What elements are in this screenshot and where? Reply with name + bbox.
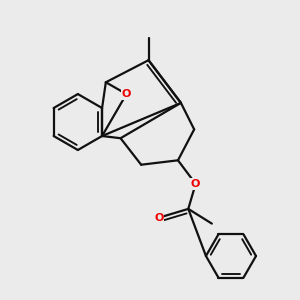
Text: O: O: [154, 213, 164, 223]
Text: O: O: [122, 89, 131, 99]
Text: O: O: [191, 179, 200, 189]
